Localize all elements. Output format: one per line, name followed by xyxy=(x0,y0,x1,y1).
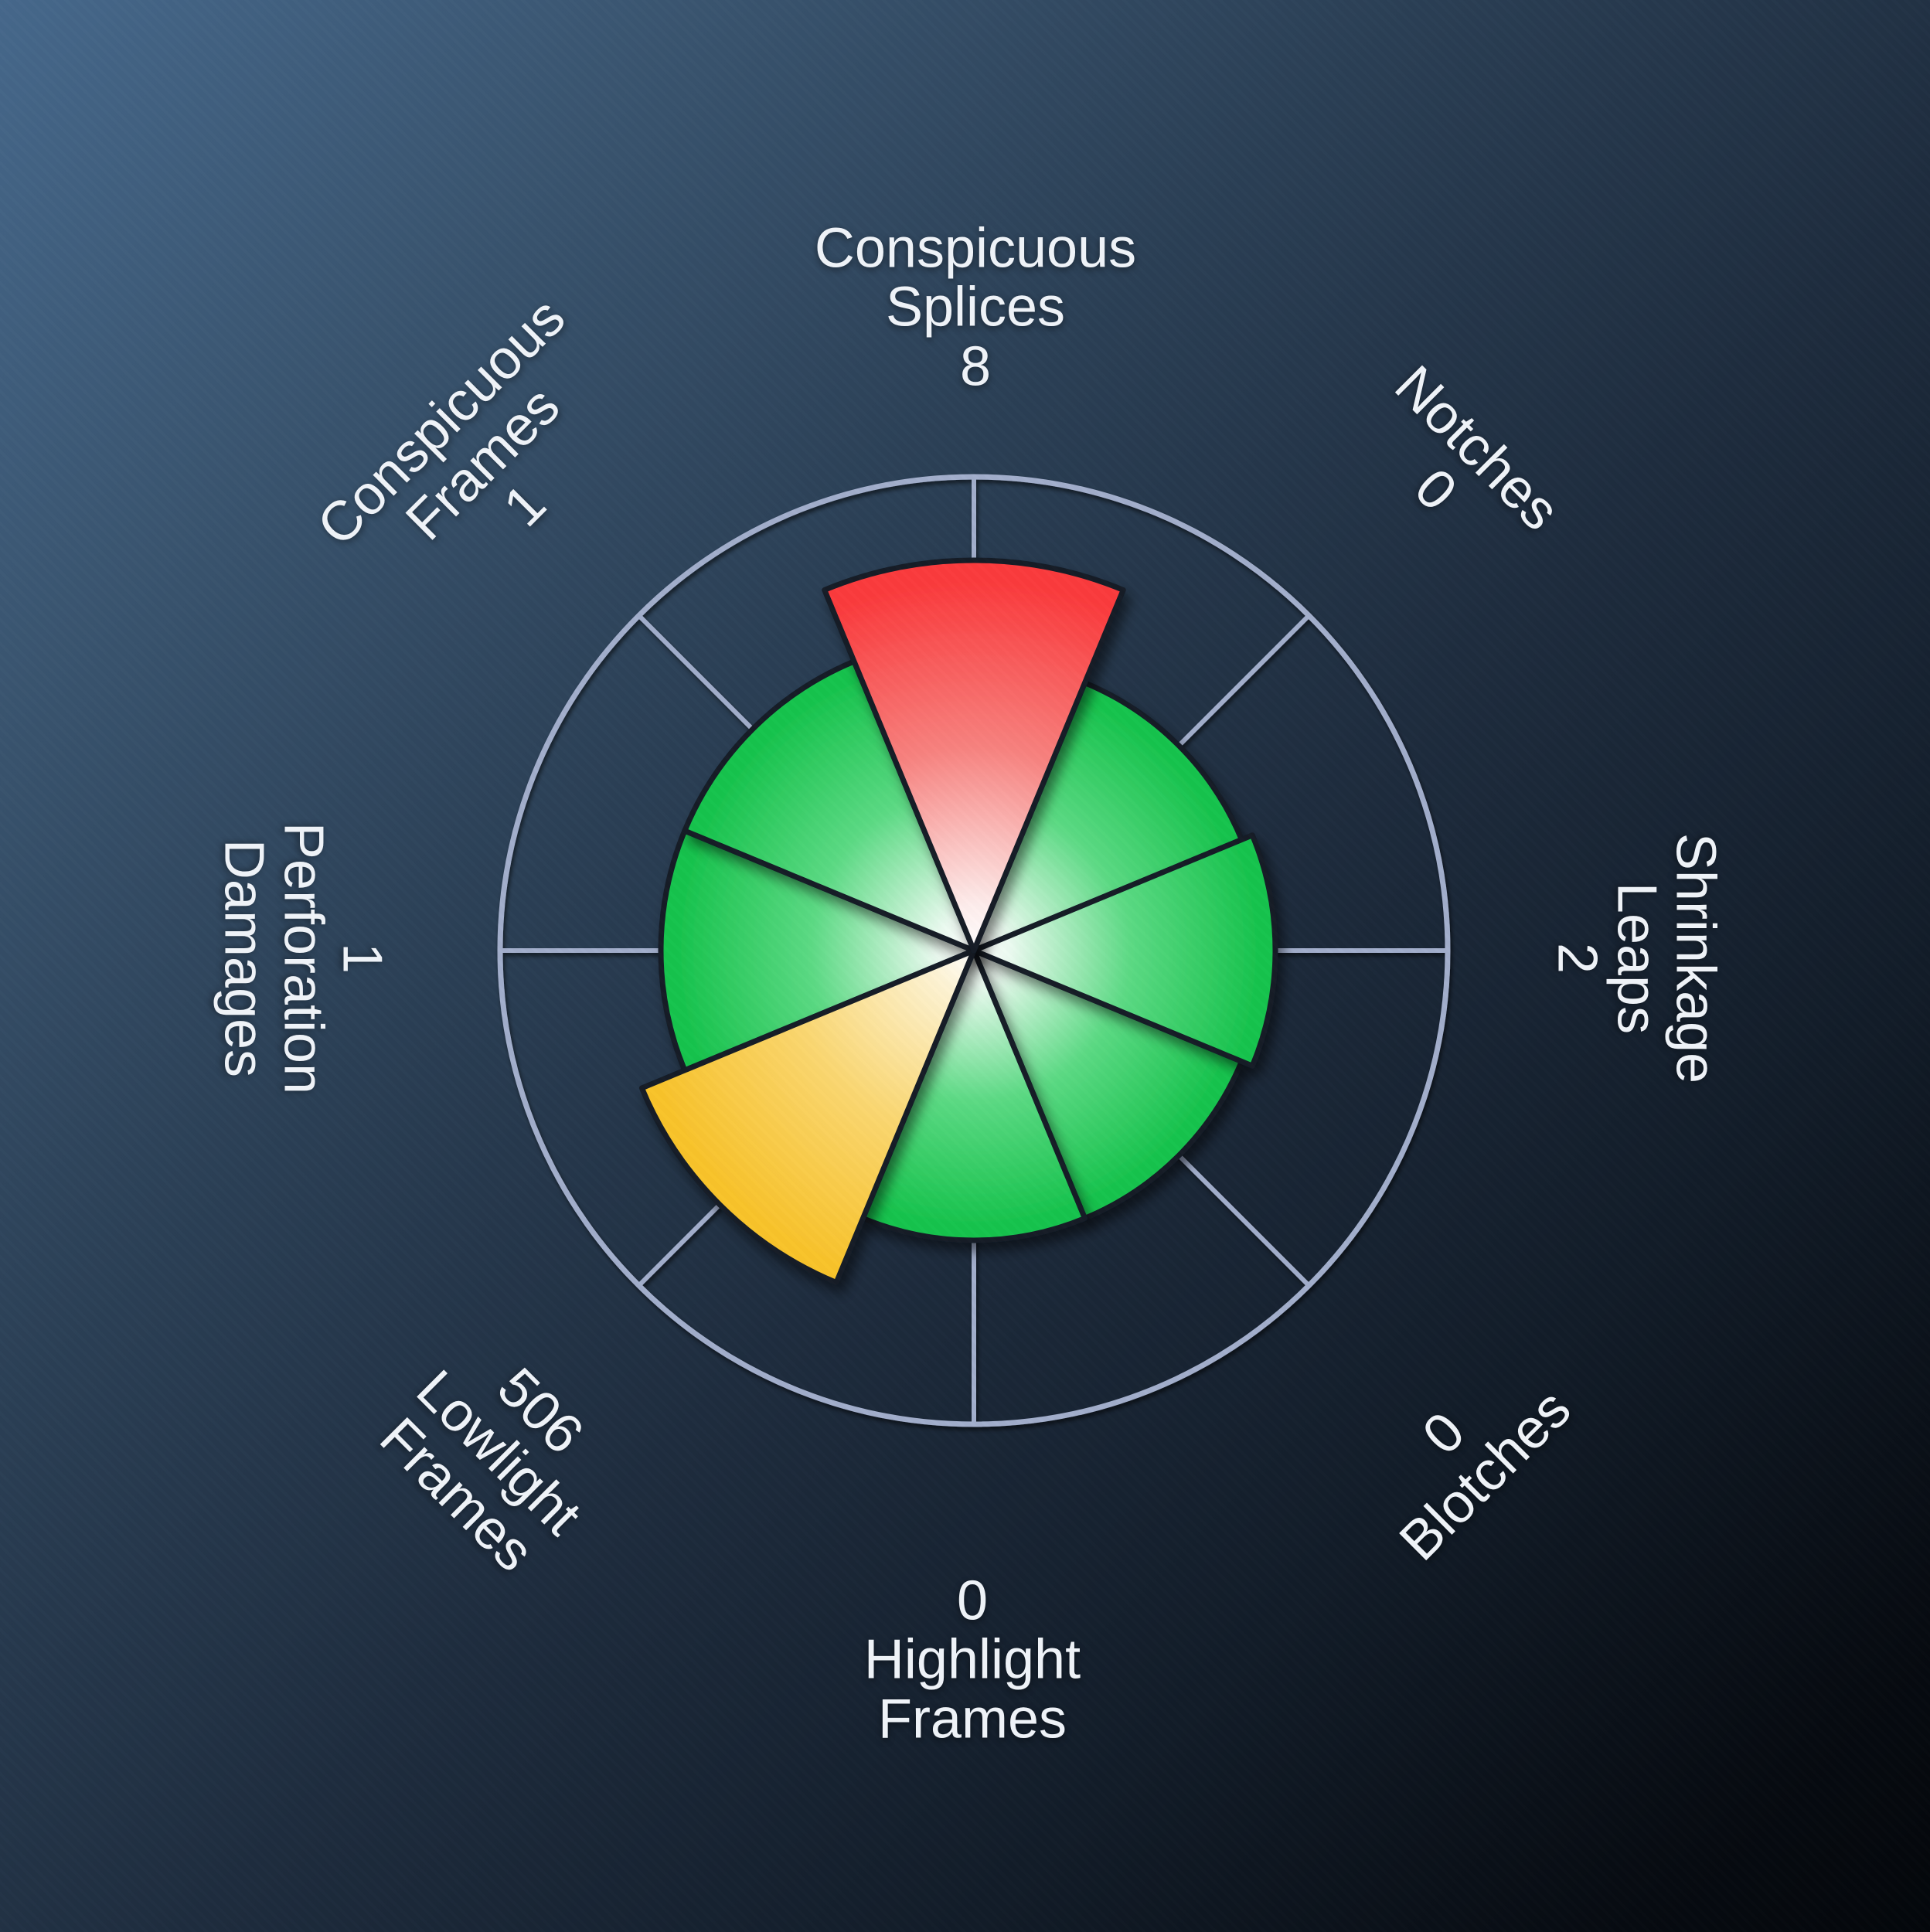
category-name: Frames xyxy=(877,1688,1067,1750)
category-value: 1 xyxy=(331,942,393,975)
wedge-shrinkage-leaps xyxy=(971,832,1278,1069)
category-name: Leaps xyxy=(1605,882,1668,1035)
wedge-lowlight-frames xyxy=(638,947,977,1286)
wedge-perforation-damages xyxy=(658,828,977,1073)
wedge-layer xyxy=(638,557,1278,1286)
category-value: 8 xyxy=(959,335,992,398)
wedge-notches xyxy=(971,680,1244,954)
label-perforation-damages: 1 Perforation Damages xyxy=(213,821,393,1095)
category-name: Perforation xyxy=(272,821,335,1095)
wedge-highlight-frames xyxy=(859,947,1088,1243)
category-name: Damages xyxy=(213,838,275,1078)
label-conspicuous-splices: Conspicuous Splices 8 xyxy=(815,219,1136,396)
label-highlight-frames: 0 Highlight Frames xyxy=(863,1570,1081,1750)
category-name: Shrinkage xyxy=(1664,832,1727,1084)
category-name: Conspicuous xyxy=(814,217,1137,280)
wedge-conspicuous-splices xyxy=(822,557,1126,954)
category-value: 0 xyxy=(956,1570,989,1632)
category-name: Highlight xyxy=(863,1628,1081,1691)
wedge-conspicuous-frames xyxy=(682,658,977,954)
wedge-blotches xyxy=(971,947,1244,1221)
category-name: Splices xyxy=(885,276,1066,338)
label-shrinkage-leaps: Shrinkage Leaps 2 xyxy=(1546,832,1727,1084)
category-value: 2 xyxy=(1546,942,1608,975)
